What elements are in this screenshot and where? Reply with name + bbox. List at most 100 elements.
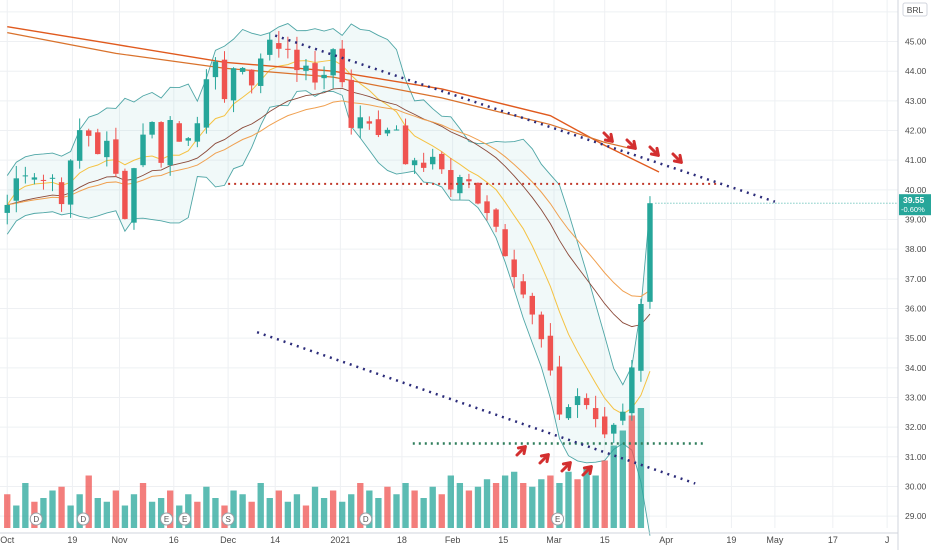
candle-body bbox=[520, 281, 526, 295]
price-tick-label: 35.00 bbox=[905, 333, 927, 343]
price-tick-label: 34.00 bbox=[905, 363, 927, 373]
price-labels: BRL 39.55-0.60% bbox=[655, 2, 931, 216]
volume-bar bbox=[384, 486, 391, 528]
volume-bar bbox=[157, 498, 165, 528]
volume-bar bbox=[329, 490, 337, 528]
volume-bar bbox=[112, 490, 120, 528]
volume-bar bbox=[366, 490, 373, 528]
volume-bar bbox=[375, 498, 382, 528]
volume-bar bbox=[139, 483, 147, 528]
event-marker-E bbox=[160, 512, 174, 526]
time-tick-label: Mar bbox=[546, 535, 562, 545]
volume-bar bbox=[203, 486, 210, 528]
candle-body bbox=[194, 123, 201, 142]
volume-bar bbox=[411, 490, 418, 528]
bollinger-lower bbox=[6, 90, 651, 536]
time-tick-label: 14 bbox=[270, 535, 280, 545]
candle-body bbox=[185, 138, 192, 141]
candle-body bbox=[131, 168, 137, 223]
volume-bar bbox=[465, 490, 473, 528]
volume-bar bbox=[311, 486, 319, 528]
volume-bar bbox=[483, 479, 491, 528]
event-marker-text: E bbox=[182, 515, 187, 524]
volume-bar bbox=[592, 475, 599, 528]
price-axis[interactable]: 29.00 30.00 31.00 32.00 33.00 34.00 35.00 36.00… bbox=[897, 0, 927, 550]
candle-body bbox=[22, 175, 29, 177]
price-tick-label: 29.00 bbox=[905, 511, 927, 521]
price-tick-label: 43.00 bbox=[905, 96, 927, 106]
candle-body bbox=[384, 129, 391, 134]
candle-body bbox=[330, 49, 336, 76]
candle-body bbox=[366, 121, 373, 124]
candle-body bbox=[140, 134, 146, 166]
candle-body bbox=[221, 59, 228, 100]
event-marker-text: E bbox=[164, 515, 169, 524]
candle-body bbox=[601, 416, 608, 435]
drawings bbox=[228, 34, 776, 485]
time-tick-label: Nov bbox=[111, 535, 128, 545]
candle-body bbox=[303, 65, 309, 71]
candle-body bbox=[248, 69, 255, 86]
red-arrow-down bbox=[602, 131, 614, 143]
price-tick-label: 39.00 bbox=[905, 215, 927, 225]
volume-bar bbox=[456, 483, 464, 528]
volume-bar bbox=[167, 490, 174, 528]
candle-body bbox=[67, 160, 74, 205]
event-marker-text: E bbox=[555, 515, 560, 524]
candle-body bbox=[203, 79, 210, 128]
time-tick-label: J bbox=[885, 535, 890, 545]
candle-body bbox=[158, 122, 164, 163]
time-tick-label: 19 bbox=[726, 535, 736, 545]
candlesticks bbox=[4, 31, 653, 444]
last-price-badge bbox=[899, 194, 931, 216]
volume-bar bbox=[393, 494, 400, 528]
price-tick-label: 38.00 bbox=[905, 244, 927, 254]
ema-slow bbox=[7, 100, 651, 297]
volume-bar bbox=[148, 501, 156, 528]
volume-bar bbox=[130, 494, 138, 528]
candle-body bbox=[611, 424, 617, 434]
candle-body bbox=[511, 259, 517, 278]
price-tick-label: 31.00 bbox=[905, 452, 927, 462]
sma-mid bbox=[7, 32, 631, 149]
candle-body bbox=[167, 120, 173, 166]
volume-bar bbox=[239, 494, 246, 528]
volume-bar bbox=[357, 483, 364, 528]
candle-body bbox=[647, 203, 653, 302]
candle-body bbox=[565, 407, 572, 419]
red-arrow-up bbox=[538, 453, 550, 465]
volume-bar bbox=[474, 486, 482, 528]
volume-bar bbox=[185, 494, 192, 528]
volume-bar bbox=[58, 486, 65, 528]
volume-bar bbox=[248, 501, 255, 528]
candle-body bbox=[95, 132, 101, 155]
candle-body bbox=[212, 61, 219, 78]
price-tick-label: 41.00 bbox=[905, 155, 927, 165]
ema-medium bbox=[7, 87, 651, 328]
price-tick-label: 33.00 bbox=[905, 392, 927, 402]
candle-body bbox=[49, 177, 56, 179]
volume-bar bbox=[565, 471, 572, 528]
red-arrow-down bbox=[671, 152, 683, 164]
time-tick-label: Dec bbox=[220, 535, 237, 545]
time-tick-label: May bbox=[766, 535, 784, 545]
last-price-value: 39.55 bbox=[903, 195, 925, 205]
volume-bar bbox=[492, 483, 500, 528]
event-marker-D bbox=[76, 512, 90, 526]
time-tick-label: 18 bbox=[397, 535, 407, 545]
bollinger-upper bbox=[6, 23, 651, 386]
time-axis[interactable]: Oct 19 Nov 16 Dec 14 2021 18 Feb 15 Mar 15 Apr 19 May 1… bbox=[0, 532, 898, 545]
volume-bar bbox=[293, 494, 301, 528]
volume-bar bbox=[501, 475, 509, 528]
price-tick-label: 45.00 bbox=[905, 37, 927, 47]
volume-bar bbox=[22, 483, 29, 528]
candle-body bbox=[312, 63, 318, 83]
volume-bar bbox=[529, 486, 536, 528]
time-tick-label: 2021 bbox=[330, 535, 350, 545]
candle-body bbox=[257, 58, 264, 86]
volume-bar bbox=[266, 498, 273, 528]
time-tick-label: 16 bbox=[169, 535, 179, 545]
price-tick-label: 42.00 bbox=[905, 126, 927, 136]
